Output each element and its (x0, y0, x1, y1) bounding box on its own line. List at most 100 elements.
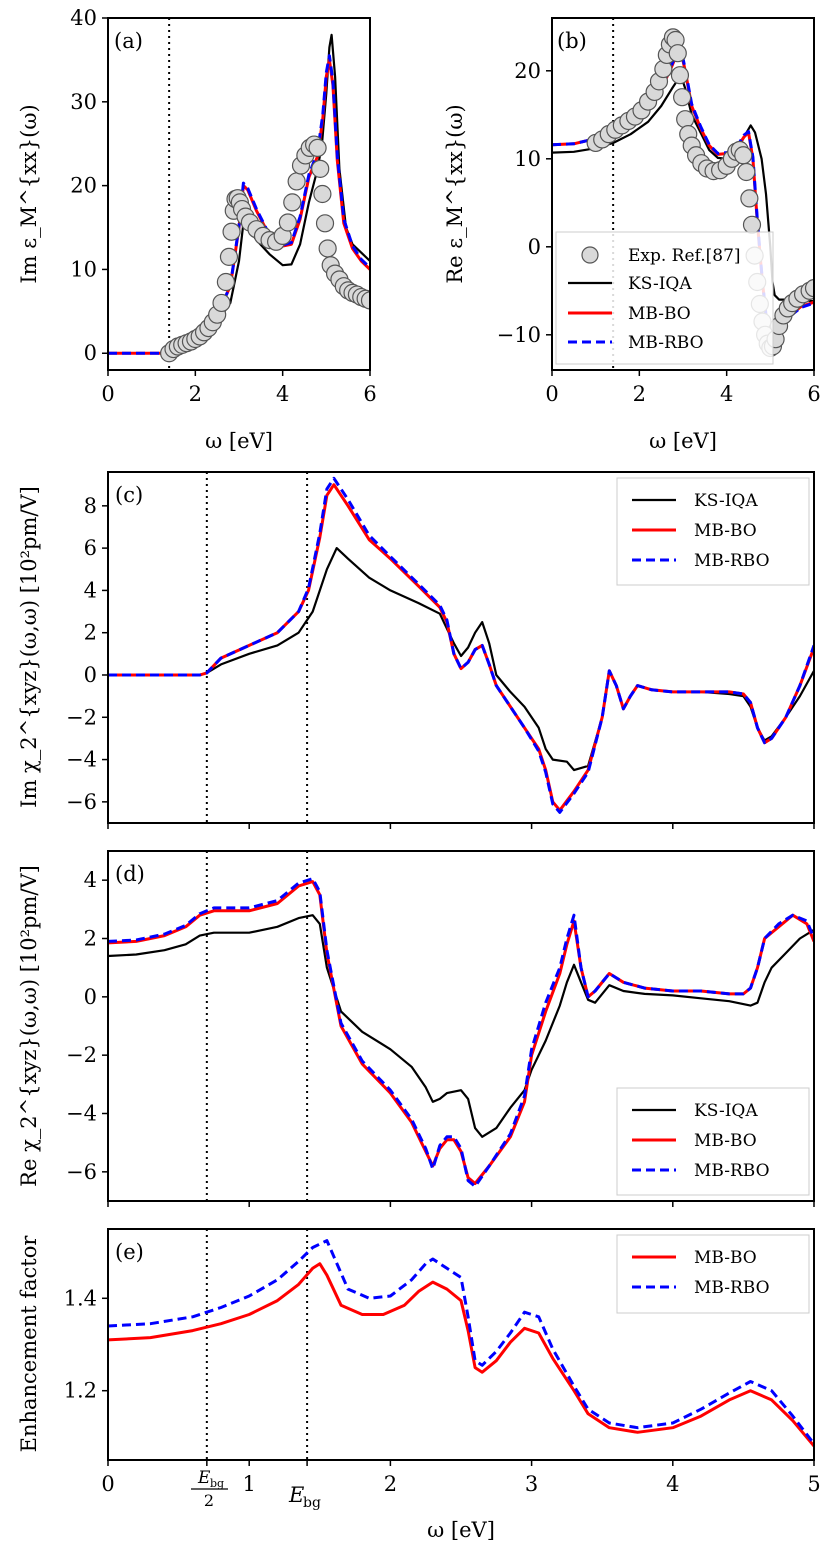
panel-e-xlabel: ω [eV] (427, 1518, 495, 1542)
panel-c-ytick-label: 8 (84, 494, 97, 518)
panel-b-exp-point (742, 215, 762, 234)
svg-text:E: E (288, 1483, 304, 1507)
panel-e-label: (e) (115, 1240, 144, 1264)
panel-a-frame (107, 17, 371, 371)
panel-b-label: (b) (557, 29, 587, 53)
panel-b-ytick-label: 10 (514, 147, 541, 171)
panel-d-legend: KS-IQA MB-BO MB-RBO (616, 1087, 810, 1196)
svg-text:bg: bg (210, 1477, 224, 1490)
panel-e-ytick-label: 1.2 (64, 1379, 97, 1403)
panel-b-xlabel: ω [eV] (649, 429, 717, 453)
svg-text:E: E (197, 1468, 211, 1488)
panel-c-ytick-label: −6 (66, 790, 97, 814)
panel-d-frame (107, 850, 815, 1202)
panel-b-exp-point (734, 146, 753, 165)
panel-a-ytick-label: 30 (70, 90, 97, 114)
panel-b-exp-point (668, 44, 687, 63)
legend-exp-text: Exp. Ref.[87] (628, 246, 741, 266)
panel-c-ytick-label: −4 (66, 748, 97, 772)
panel-a-ticks: 0 10 20 30 40 0 2 4 6 (70, 6, 376, 406)
panel-a-exp-point (313, 184, 332, 204)
legend-c-ks-text: KS-IQA (694, 491, 758, 511)
panel-a-xlabel: ω [eV] (205, 429, 273, 453)
panel-d-ytick-label: 2 (84, 927, 97, 951)
panel-d-label: (d) (115, 862, 145, 886)
panel-b-exp-point (737, 162, 756, 182)
legend-d-ks-text: KS-IQA (694, 1101, 758, 1121)
panel-d-ytick-label: 4 (84, 868, 97, 892)
panel-e-xtick-label: 4 (666, 1472, 679, 1496)
panel-b-frame (551, 17, 815, 371)
ebg-half-tick-label: E bg 2 (191, 1468, 228, 1510)
panel-c-label: (c) (115, 483, 143, 507)
panel-d-ytick-label: −2 (66, 1043, 97, 1067)
panel-d-series-ks (108, 914, 814, 1138)
panel-a-exp-point (308, 138, 327, 158)
ebg-tick-label: E bg (288, 1483, 321, 1511)
panel-d-series-rbo (108, 877, 814, 1188)
panel-a-exp-point (283, 193, 302, 212)
panel-a-xtick-label: 6 (363, 382, 376, 406)
panel-b-exp-point (740, 189, 759, 208)
panel-c-ticks: −6 −4 −2 0 2 4 6 8 (66, 494, 815, 829)
panel-e-series-bo (108, 1262, 814, 1448)
panel-e-xtick-label: 1 (243, 1472, 256, 1496)
panel-b-ytick-label: 0 (528, 235, 541, 259)
panel-b-exp-point (676, 110, 695, 129)
legend-e-rbo-text: MB-RBO (694, 1278, 770, 1298)
panel-c-ylabel: Im χ_2^{xyz}(ω,ω) [10²pm/V] (17, 486, 41, 808)
panel-c-frame (107, 471, 815, 824)
panel-b-ticks: −10 0 10 20 0 2 4 6 (497, 59, 821, 406)
legend-ks-text: KS-IQA (628, 274, 692, 294)
panel-a-exp-point (315, 214, 335, 233)
panel-e-series-rbo (108, 1239, 814, 1445)
panel-e-xtick-label: 5 (807, 1472, 820, 1496)
legend-e-bo-text: MB-BO (694, 1248, 757, 1268)
panel-e-xtick-label: 0 (101, 1472, 114, 1496)
panel-c-ytick-label: 2 (84, 621, 97, 645)
legend-c-rbo-text: MB-RBO (694, 551, 770, 571)
panel-a-exp-point (219, 247, 239, 266)
panel-c-ytick-label: 0 (84, 663, 97, 687)
panel-e-ticks: 1.2 1.4 0 1 2 3 4 5 (64, 1286, 821, 1496)
panel-c-ytick-label: 4 (84, 578, 97, 602)
legend-d-bo-text: MB-BO (694, 1131, 757, 1151)
panel-e-frame (107, 1228, 815, 1461)
panel-b-legend: Exp. Ref.[87] KS-IQA MB-BO MB-RBO (555, 231, 774, 365)
svg-text:2: 2 (204, 1491, 214, 1510)
panel-e-xtick-label: 2 (384, 1472, 397, 1496)
legend-d-rbo-text: MB-RBO (694, 1161, 770, 1181)
panel-a-exp-point (212, 293, 231, 313)
panel-a-exp-point (222, 222, 241, 241)
panel-b-ytick-label: −10 (497, 323, 541, 347)
panel-a-ylabel: Im ε_M^{xx}(ω) (17, 104, 41, 283)
legend-rbo-text: MB-RBO (628, 333, 704, 353)
panel-a-xtick-label: 2 (189, 382, 202, 406)
panel-e: (e) ω [eV] Enhancement factor MB-BO MB-R… (17, 1228, 821, 1542)
panel-a-xtick-label: 4 (276, 382, 289, 406)
panel-a-exp-point (278, 213, 298, 232)
legend-exp-marker (581, 246, 599, 264)
panel-c-ytick-label: −2 (66, 705, 97, 729)
panel-d: (d) Re χ_2^{xyz}(ω,ω) [10²pm/V] KS-IQA M… (17, 850, 815, 1207)
panel-a-exp-point (311, 159, 330, 178)
svg-text:bg: bg (303, 1495, 321, 1511)
panel-a-exp-point (360, 291, 370, 310)
panel-a-ytick-label: 0 (84, 341, 97, 365)
panel-c-series-rbo (108, 476, 814, 814)
panel-a-exp-point (216, 272, 235, 292)
panel-a-exp-point (318, 239, 337, 258)
panel-b-exp-point (670, 66, 690, 85)
panel-e-legend: MB-BO MB-RBO (616, 1234, 810, 1314)
panel-a-ytick-label: 40 (70, 6, 97, 30)
panel-a-xtick-label: 0 (101, 382, 114, 406)
panel-e-ylabel: Enhancement factor (17, 1235, 41, 1453)
panel-b-xtick-label: 0 (545, 382, 558, 406)
panel-b-xtick-label: 4 (720, 382, 733, 406)
legend-bo-text: MB-BO (628, 304, 691, 324)
panel-b: (b) ω [eV] Re ε_M^{xx}(ω) Exp. Ref.[87] … (443, 17, 821, 453)
panel-d-ytick-label: −4 (66, 1102, 97, 1126)
panel-d-ytick-label: −6 (66, 1160, 97, 1184)
panel-c: (c) Im χ_2^{xyz}(ω,ω) [10²pm/V] KS-IQA M… (17, 471, 815, 829)
panel-a-ytick-label: 10 (70, 257, 97, 281)
